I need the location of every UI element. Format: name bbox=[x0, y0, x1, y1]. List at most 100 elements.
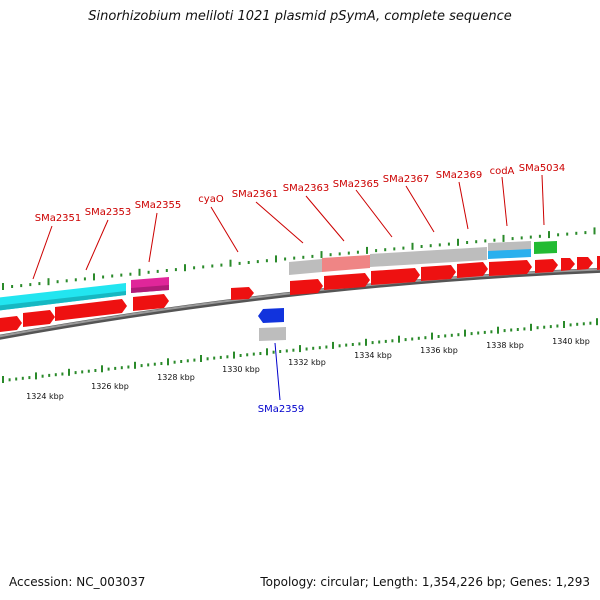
minor-tick bbox=[41, 374, 44, 378]
major-tick bbox=[93, 273, 95, 281]
map-title: Sinorhizobium meliloti 1021 plasmid pSym… bbox=[88, 9, 512, 24]
minor-tick bbox=[129, 272, 132, 276]
minor-tick bbox=[503, 329, 506, 333]
minor-tick bbox=[371, 341, 374, 345]
minor-tick bbox=[589, 321, 592, 325]
feature-gray-bar-3[interactable] bbox=[488, 241, 531, 252]
gene-label[interactable]: SMa5034 bbox=[519, 163, 566, 174]
cds-arrow[interactable] bbox=[421, 265, 456, 281]
minor-tick bbox=[21, 376, 24, 380]
minor-tick bbox=[338, 252, 341, 256]
minor-tick bbox=[180, 360, 183, 363]
minor-tick bbox=[475, 240, 478, 244]
cds-arrow[interactable] bbox=[290, 279, 323, 295]
major-tick bbox=[398, 335, 400, 343]
minor-tick bbox=[28, 376, 31, 380]
cds-arrow[interactable] bbox=[133, 294, 169, 311]
gene-label[interactable]: SMa2351 bbox=[35, 213, 82, 224]
gene-label[interactable]: codA bbox=[490, 166, 515, 177]
minor-tick bbox=[165, 269, 168, 272]
cds-arrow[interactable] bbox=[577, 257, 593, 270]
cds-arrow[interactable] bbox=[0, 316, 22, 332]
minor-tick bbox=[15, 377, 18, 381]
minor-tick bbox=[140, 364, 143, 368]
cds-arrow-reverse-SMa2359[interactable] bbox=[258, 308, 284, 323]
minor-tick bbox=[329, 253, 332, 257]
feature-pink-bar[interactable] bbox=[322, 255, 370, 272]
minor-tick bbox=[582, 322, 585, 326]
gene-label[interactable]: SMa2367 bbox=[383, 174, 430, 185]
gene-label[interactable]: SMa2369 bbox=[436, 170, 483, 181]
feature-green-bar[interactable] bbox=[534, 241, 557, 254]
minor-tick bbox=[302, 255, 305, 259]
major-tick bbox=[2, 283, 4, 290]
minor-tick bbox=[345, 343, 348, 347]
minor-tick bbox=[65, 279, 68, 283]
leader-line-reverse bbox=[274, 342, 281, 401]
major-tick bbox=[457, 238, 459, 246]
major-tick bbox=[138, 268, 141, 276]
minor-tick bbox=[174, 268, 177, 272]
cds-arrow[interactable] bbox=[561, 258, 575, 271]
cds-arrow-cyaO[interactable] bbox=[231, 287, 254, 300]
major-tick bbox=[134, 361, 136, 369]
gene-label[interactable]: cyaO bbox=[198, 194, 224, 205]
minor-tick bbox=[147, 363, 150, 367]
gene-label[interactable]: SMa2365 bbox=[333, 179, 380, 190]
cds-arrow[interactable] bbox=[457, 262, 488, 278]
major-tick bbox=[47, 278, 50, 286]
cds-arrow[interactable] bbox=[535, 259, 558, 273]
minor-tick bbox=[284, 257, 287, 261]
cds-arrow[interactable] bbox=[371, 268, 420, 285]
gene-label-reverse[interactable]: SMa2359 bbox=[258, 404, 305, 415]
forward-cds-arrows bbox=[0, 256, 600, 332]
minor-tick bbox=[193, 266, 196, 270]
major-tick bbox=[411, 242, 414, 250]
minor-tick bbox=[444, 334, 447, 338]
cds-arrow[interactable] bbox=[489, 260, 532, 276]
minor-tick bbox=[247, 261, 250, 264]
minor-tick bbox=[466, 241, 469, 244]
bottom-tick-row bbox=[2, 318, 598, 383]
minor-tick bbox=[417, 336, 420, 340]
major-tick bbox=[593, 227, 596, 235]
minor-tick bbox=[384, 339, 387, 343]
major-tick bbox=[266, 348, 268, 356]
minor-tick bbox=[483, 330, 486, 334]
feature-bars bbox=[0, 241, 557, 341]
major-tick bbox=[530, 323, 532, 331]
minor-tick bbox=[356, 250, 359, 254]
minor-tick bbox=[153, 362, 156, 366]
minor-tick bbox=[293, 256, 296, 260]
gene-label[interactable]: SMa2355 bbox=[135, 200, 182, 211]
feature-gray-bar-2[interactable] bbox=[370, 247, 487, 267]
cds-arrow[interactable] bbox=[597, 256, 600, 270]
minor-tick bbox=[347, 251, 350, 255]
minor-tick bbox=[11, 285, 14, 288]
feature-blue-bar[interactable] bbox=[488, 249, 531, 259]
minor-tick bbox=[490, 330, 493, 334]
minor-tick bbox=[575, 231, 578, 235]
minor-tick bbox=[516, 328, 519, 331]
cds-arrow[interactable] bbox=[23, 310, 55, 327]
gene-label[interactable]: SMa2363 bbox=[283, 183, 330, 194]
minor-tick bbox=[477, 331, 480, 335]
minor-tick bbox=[384, 248, 387, 252]
cds-arrow[interactable] bbox=[324, 273, 370, 290]
minor-tick bbox=[94, 369, 97, 372]
gene-label[interactable]: SMa2353 bbox=[85, 207, 132, 218]
feature-gray-bar-1[interactable] bbox=[289, 259, 322, 275]
minor-tick bbox=[285, 349, 288, 353]
kbp-label: 1328 kbp bbox=[157, 373, 195, 382]
minor-tick bbox=[584, 231, 587, 235]
gene-label[interactable]: SMa2361 bbox=[232, 189, 279, 200]
minor-tick bbox=[252, 352, 255, 356]
major-tick bbox=[563, 321, 565, 328]
minor-tick bbox=[38, 282, 41, 286]
cds-arrow[interactable] bbox=[55, 299, 127, 321]
minor-tick bbox=[437, 335, 440, 338]
feature-gray-bar-reverse[interactable] bbox=[259, 327, 286, 341]
minor-tick bbox=[470, 332, 473, 336]
major-tick bbox=[167, 358, 169, 366]
